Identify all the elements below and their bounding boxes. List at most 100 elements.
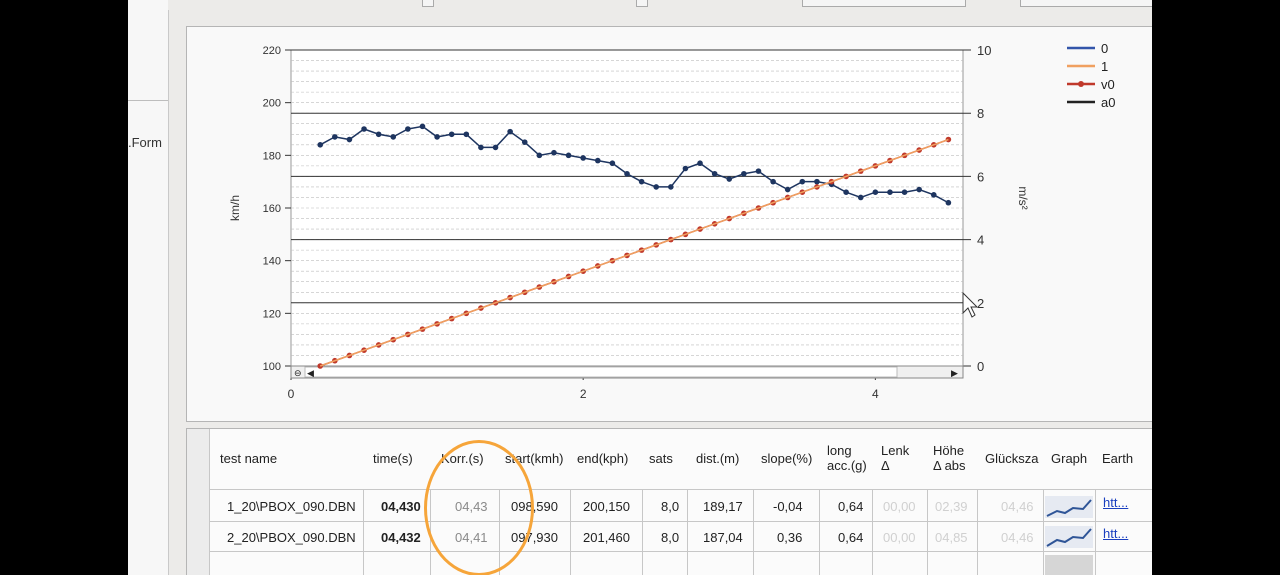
grid-line [927, 489, 928, 575]
data-point-0 [887, 189, 893, 195]
app-window: .Form 0 2 4 6 8 10 100 120 140 160 180 200 220 0 2 4 km/… [128, 0, 1152, 575]
data-point-0 [814, 178, 820, 185]
data-point-0 [872, 189, 879, 195]
scroll-left-icon: ◀ [307, 369, 314, 379]
data-point-0 [916, 186, 922, 193]
x-tick-label: 4 [872, 387, 879, 401]
cell-end: 200,150 [583, 499, 630, 514]
earth-link[interactable]: htt... [1103, 495, 1129, 510]
y-right-tick-label: 10 [977, 43, 991, 58]
data-point-0 [945, 199, 952, 206]
data-point-0 [521, 139, 528, 145]
toolbar-button-1[interactable] [802, 0, 966, 7]
col-header-dist[interactable]: dist.(m) [696, 451, 740, 466]
y-right-tick-label: 2 [977, 296, 984, 311]
zoom-reset-icon: ⊖ [294, 369, 302, 379]
cell-gluecksza: 04,46 [1001, 499, 1034, 514]
legend-label: 0 [1101, 41, 1108, 56]
data-point-0 [551, 149, 557, 156]
data-point-0 [463, 131, 470, 138]
legend-label: v0 [1101, 77, 1115, 92]
data-point-0 [741, 170, 747, 177]
data-point-0 [624, 170, 630, 177]
data-point-0 [507, 128, 513, 135]
col-header-end[interactable]: end(kph) [577, 451, 629, 466]
data-point-0 [726, 176, 733, 182]
toolbar-button-2[interactable] [1020, 0, 1152, 7]
data-point-0 [317, 142, 324, 148]
grid-line [687, 489, 688, 575]
form-label: .Form [128, 135, 162, 150]
cell-hoehe: 04,85 [935, 530, 968, 545]
data-point-0 [361, 126, 367, 132]
data-point-0 [434, 134, 440, 140]
data-point-0 [857, 194, 864, 201]
data-point-0 [668, 184, 674, 190]
col-header-test-name[interactable]: test name [220, 451, 278, 466]
data-point-0 [609, 160, 616, 167]
series-line-1 [319, 138, 949, 367]
data-point-0 [332, 134, 338, 140]
data-point-0 [405, 126, 411, 132]
hand-drawn-circle [424, 440, 534, 575]
col-header-long-acc[interactable]: long acc.(g) [827, 443, 867, 473]
checkbox-2[interactable] [636, 0, 648, 7]
graph-cell-empty [1045, 555, 1093, 575]
graph-thumbnail[interactable] [1045, 496, 1093, 518]
cell-time: 04,432 [381, 530, 421, 545]
x-tick-label: 2 [580, 387, 587, 401]
col-header-gluecksza[interactable]: Glücksza [985, 451, 1039, 466]
data-point-0 [638, 178, 645, 185]
y-right-axis-label: m/s² [1016, 186, 1030, 209]
cell-long-acc: 0,64 [838, 530, 864, 545]
earth-link[interactable]: htt... [1103, 526, 1129, 541]
legend-label: 1 [1101, 59, 1108, 74]
col-header-slope[interactable]: slope(%) [761, 451, 813, 466]
grid-line [642, 489, 643, 575]
divider [128, 100, 168, 101]
row-selector-column [187, 429, 210, 575]
data-point-0 [799, 178, 806, 185]
y-right-tick-label: 8 [977, 106, 984, 121]
y-right-tick-label: 6 [977, 169, 984, 184]
y-left-tick-label: 100 [263, 361, 281, 373]
cell-dist: 189,17 [703, 499, 743, 514]
col-header-graph[interactable]: Graph [1051, 451, 1088, 466]
col-header-time[interactable]: time(s) [373, 451, 413, 466]
checkbox-1[interactable] [422, 0, 434, 7]
grid-line [209, 521, 1152, 522]
col-header-earth[interactable]: Earth [1102, 451, 1134, 466]
col-header-hoehe[interactable]: Höhe Δ abs [933, 443, 966, 473]
y-left-axis-label: km/h [228, 195, 242, 221]
data-point-0 [901, 189, 908, 195]
cell-test-name: 1_20\PBOX_090.DBN [227, 499, 356, 514]
cell-hoehe: 02,39 [935, 499, 968, 514]
data-point-0 [448, 131, 455, 138]
cell-dist: 187,04 [703, 530, 743, 545]
grid-line [1095, 489, 1096, 575]
grid-line [209, 551, 1152, 552]
data-point-0 [390, 134, 397, 140]
data-point-0 [565, 152, 572, 159]
y-left-tick-label: 120 [263, 308, 281, 320]
grid-line [570, 489, 571, 575]
cell-end: 201,460 [583, 530, 630, 545]
cell-sats: 8,0 [661, 530, 680, 545]
data-point-0 [843, 189, 849, 195]
data-point-0 [697, 160, 703, 167]
y-right-tick-label: 4 [977, 233, 984, 248]
cell-slope: 0,36 [777, 530, 803, 545]
data-point-0 [346, 136, 353, 143]
chart-panel: 0 2 4 6 8 10 100 120 140 160 180 200 220 0 2 4 km/h m/s² ◀… [186, 26, 1152, 422]
graph-thumbnail[interactable] [1045, 526, 1093, 548]
col-header-sats[interactable]: sats [649, 451, 673, 466]
top-toolbar [168, 0, 1152, 10]
data-point-0 [784, 186, 791, 193]
data-point-0 [711, 170, 718, 177]
cell-test-name: 2_20\PBOX_090.DBN [227, 530, 356, 545]
sparkline-icon [1046, 528, 1092, 547]
grid-line [363, 489, 364, 575]
cell-lenk: 00,00 [883, 499, 916, 514]
col-header-lenk[interactable]: Lenk Δ [881, 443, 910, 473]
